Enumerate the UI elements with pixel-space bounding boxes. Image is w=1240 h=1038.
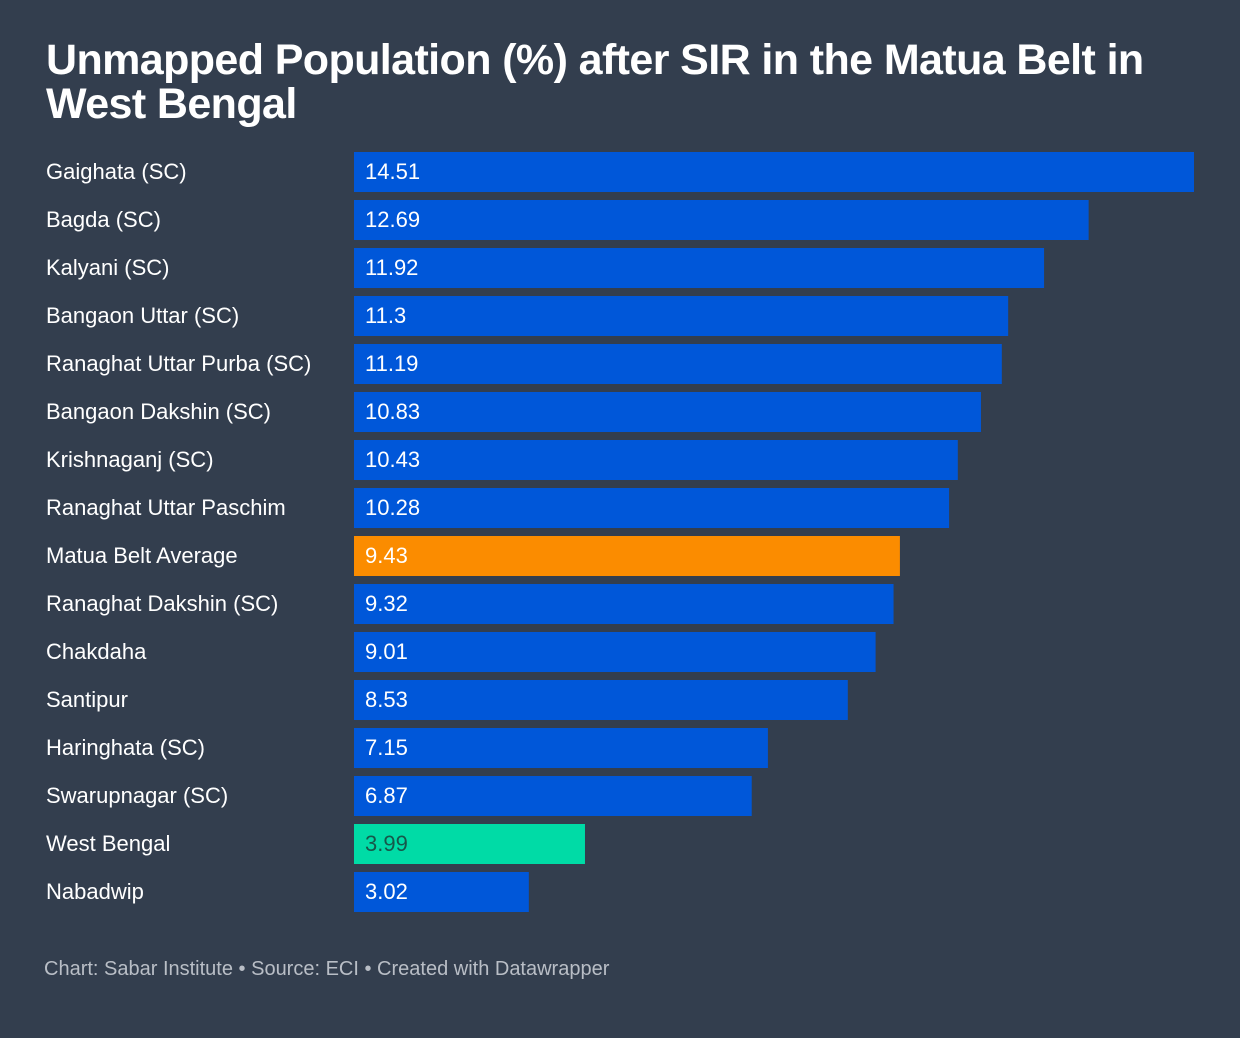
bar [354, 248, 1045, 288]
bar-row: Bagda (SC) 12.69 [46, 200, 1089, 240]
value-label: 3.99 [365, 831, 408, 856]
category-label: Swarupnagar (SC) [46, 783, 228, 808]
chart-footer: Chart: Sabar Institute • Source: ECI • C… [44, 958, 610, 980]
value-label: 10.43 [365, 447, 420, 472]
bar-row: Bangaon Uttar (SC) 11.3 [46, 296, 1009, 336]
bar-row: Nabadwip 3.02 [46, 872, 529, 912]
category-label: Bangaon Dakshin (SC) [46, 399, 271, 424]
bar [354, 632, 876, 672]
bar-row: Ranaghat Dakshin (SC) 9.32 [46, 584, 894, 624]
category-label: Haringhata (SC) [46, 735, 205, 760]
category-label: Bangaon Uttar (SC) [46, 303, 239, 328]
bar [354, 680, 848, 720]
category-label: Ranaghat Dakshin (SC) [46, 591, 278, 616]
bar [354, 728, 768, 768]
value-label: 10.28 [365, 495, 420, 520]
bar-row: Kalyani (SC) 11.92 [46, 248, 1045, 288]
category-label: Bagda (SC) [46, 207, 161, 232]
bar-row: Swarupnagar (SC) 6.87 [46, 776, 752, 816]
value-label: 9.32 [365, 591, 408, 616]
bar [354, 872, 529, 912]
bar-row: Bangaon Dakshin (SC) 10.83 [46, 392, 981, 432]
bar-row: Ranaghat Uttar Paschim 10.28 [46, 488, 950, 528]
category-label: Nabadwip [46, 879, 144, 904]
bar [354, 200, 1089, 240]
bar-row: West Bengal 3.99 [46, 824, 585, 864]
bar [354, 296, 1009, 336]
value-label: 3.02 [365, 879, 408, 904]
value-label: 14.51 [365, 159, 420, 184]
bar-row: Chakdaha 9.01 [46, 632, 876, 672]
category-label: Krishnaganj (SC) [46, 447, 214, 472]
category-label: Santipur [46, 687, 128, 712]
bar [354, 536, 900, 576]
bar-row: Ranaghat Uttar Purba (SC) 11.19 [46, 344, 1002, 384]
value-label: 9.01 [365, 639, 408, 664]
bar [354, 392, 981, 432]
bar [354, 152, 1194, 192]
bar [354, 344, 1002, 384]
bar [354, 488, 950, 528]
category-label: Kalyani (SC) [46, 255, 169, 280]
category-label: Chakdaha [46, 639, 147, 664]
bar-row: Krishnaganj (SC) 10.43 [46, 440, 958, 480]
category-label: Ranaghat Uttar Paschim [46, 495, 286, 520]
bar [354, 776, 752, 816]
bar-row: Gaighata (SC) 14.51 [46, 152, 1194, 192]
bar-row: Haringhata (SC) 7.15 [46, 728, 768, 768]
category-label: Gaighata (SC) [46, 159, 187, 184]
value-label: 8.53 [365, 687, 408, 712]
chart-title: Unmapped Population (%) after SIR in the… [46, 36, 1144, 128]
value-label: 10.83 [365, 399, 420, 424]
value-label: 12.69 [365, 207, 420, 232]
bar-row: Matua Belt Average 9.43 [46, 536, 900, 576]
category-label: West Bengal [46, 831, 170, 856]
value-label: 11.19 [365, 351, 418, 376]
value-label: 9.43 [365, 543, 408, 568]
bar [354, 824, 585, 864]
bar-row: Santipur 8.53 [46, 680, 848, 720]
bar [354, 584, 894, 624]
value-label: 6.87 [365, 783, 408, 808]
category-label: Ranaghat Uttar Purba (SC) [46, 351, 311, 376]
value-label: 7.15 [365, 735, 408, 760]
bar [354, 440, 958, 480]
value-label: 11.3 [365, 303, 406, 328]
category-label: Matua Belt Average [46, 543, 238, 568]
value-label: 11.92 [365, 255, 418, 280]
